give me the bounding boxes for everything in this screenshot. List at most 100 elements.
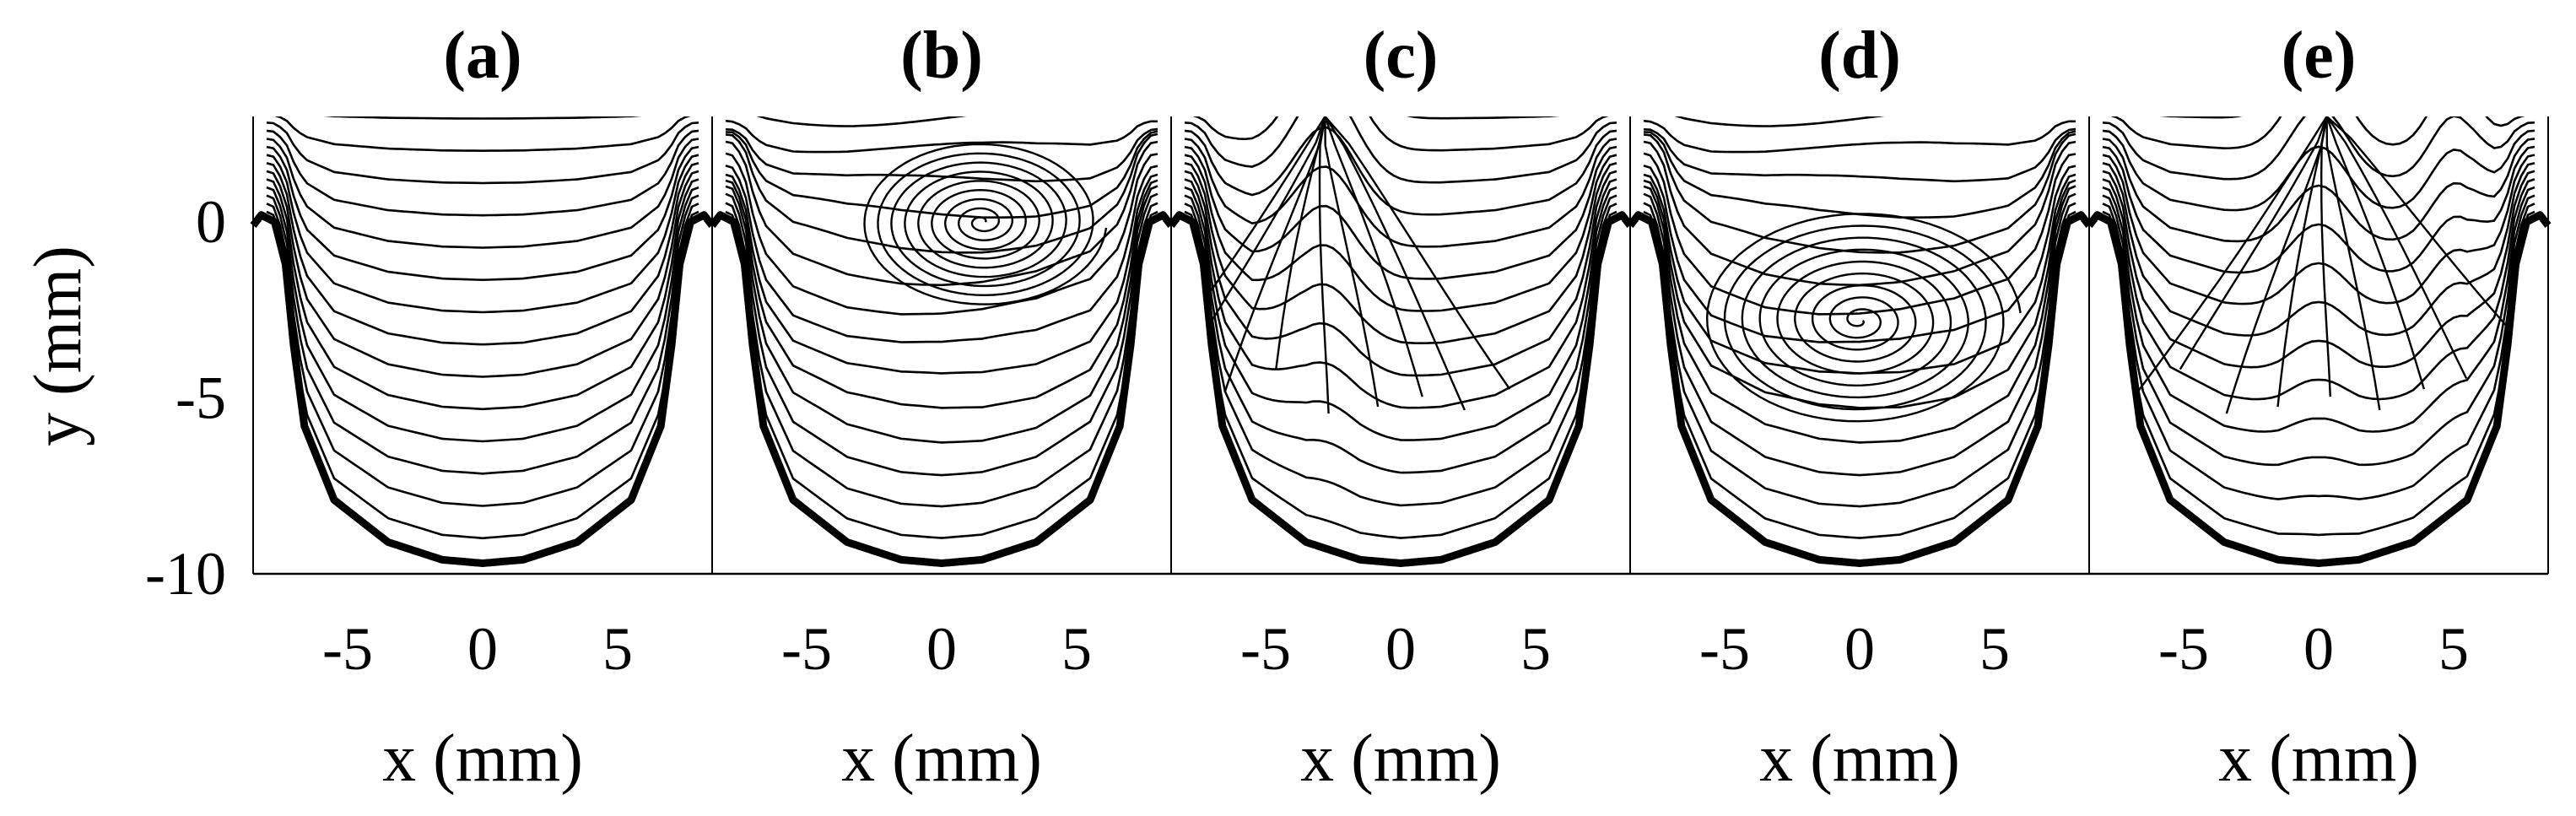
streamline (266, 170, 699, 378)
x-tick-label: 5 (1979, 615, 2010, 683)
streamline (266, 122, 699, 185)
streamline (2102, 154, 2535, 305)
vortex-spiral (863, 143, 1108, 305)
x-axis-label: x (mm) (841, 721, 1042, 796)
streamline (2325, 116, 2513, 332)
streamline (1643, 116, 2076, 127)
streamline (1324, 116, 1466, 411)
panel-title: (e) (2282, 19, 2357, 93)
streamline (266, 138, 699, 249)
streamline (725, 165, 1158, 343)
streamline (266, 203, 699, 507)
streamline (2102, 116, 2535, 181)
y-tick-labels: 0 -5 -10 (145, 188, 226, 608)
streamline (2102, 170, 2535, 369)
streamline (1223, 116, 1326, 393)
streamline (1184, 162, 1617, 345)
y-tick-label: -5 (176, 365, 226, 432)
streamline (1184, 145, 1617, 280)
wall-boundary (2086, 211, 2552, 567)
streamline (1184, 138, 1617, 248)
streamline (1324, 116, 1511, 390)
streamline (1324, 116, 1380, 408)
streamline (725, 179, 1158, 409)
streamline (266, 129, 699, 217)
x-tick-label: 0 (1844, 615, 1875, 683)
panel-title: (b) (900, 19, 983, 93)
x-axis-label: x (mm) (1300, 721, 1501, 796)
streamline (1643, 127, 2076, 183)
x-tick-label: 0 (926, 615, 957, 683)
x-axis-label: x (mm) (1759, 721, 1960, 796)
streamline (1184, 186, 1617, 441)
panel-a: (a) -5 0 5 x (mm) (250, 19, 716, 796)
streamline (2319, 116, 2331, 397)
wall-boundary (1168, 211, 1634, 567)
streamline (266, 116, 699, 120)
streamline (1184, 203, 1617, 507)
streamline (2102, 210, 2535, 537)
streamline (2102, 203, 2535, 500)
streamline (1184, 116, 1617, 152)
streamlines (266, 116, 699, 540)
streamline (725, 130, 1158, 219)
streamline (266, 154, 699, 314)
streamline (1643, 132, 2076, 254)
streamlines (2102, 116, 2535, 537)
streamline (1643, 165, 2076, 343)
streamline (1643, 185, 2076, 444)
streamline (725, 140, 1158, 287)
streamline (1643, 179, 2076, 409)
x-tick-label: 5 (602, 615, 633, 683)
x-tick-label: 5 (2438, 615, 2469, 683)
panel-c: (c) -5 0 5 x (mm) (1168, 19, 1634, 796)
streamline (1275, 116, 1326, 370)
streamline (2325, 116, 2468, 380)
vortex-spiral (1705, 213, 2022, 423)
streamline (2102, 145, 2535, 274)
streamline (2276, 116, 2328, 408)
streamline (2325, 116, 2381, 411)
streamline (1643, 152, 2076, 316)
streamline (1184, 178, 1617, 409)
wall-boundary (1627, 211, 2093, 567)
streamline (725, 192, 1158, 477)
panel-e: (e) -5 0 5 x (mm) (2086, 19, 2552, 796)
panel-title: (a) (443, 19, 521, 93)
streamline (725, 173, 1158, 375)
y-tick-label: 0 (196, 188, 226, 256)
streamline (1643, 202, 2076, 508)
streamline (2225, 116, 2328, 414)
streamline (1643, 192, 2076, 477)
streamline (266, 162, 699, 346)
streamlines (725, 116, 1158, 539)
x-tick-label: 0 (2303, 615, 2334, 683)
streamline (266, 186, 699, 443)
streamline (2136, 116, 2328, 393)
streamline (1184, 116, 1617, 184)
wall-boundary (709, 211, 1175, 567)
streamline (266, 178, 699, 411)
streamline (725, 152, 1158, 316)
streamline (1171, 116, 1326, 396)
streamline (1184, 194, 1617, 474)
wall-boundary (250, 211, 716, 567)
streamline (266, 194, 699, 475)
x-tick-label: 5 (1061, 615, 1092, 683)
x-tick-label: 0 (1385, 615, 1416, 683)
streamline (725, 119, 1158, 154)
streamline (266, 116, 699, 153)
streamline (266, 210, 699, 540)
streamlines (1171, 116, 1617, 539)
streamline (2102, 186, 2535, 433)
streamline (2102, 161, 2535, 337)
y-axis-label: y (mm) (21, 246, 95, 446)
streamline (725, 185, 1158, 444)
streamline (2102, 194, 2535, 467)
x-tick-label: 0 (467, 615, 498, 683)
x-tick-label: 5 (1520, 615, 1551, 683)
streamline (2102, 116, 2535, 150)
x-tick-label: -5 (322, 615, 373, 683)
streamline (725, 132, 1158, 254)
